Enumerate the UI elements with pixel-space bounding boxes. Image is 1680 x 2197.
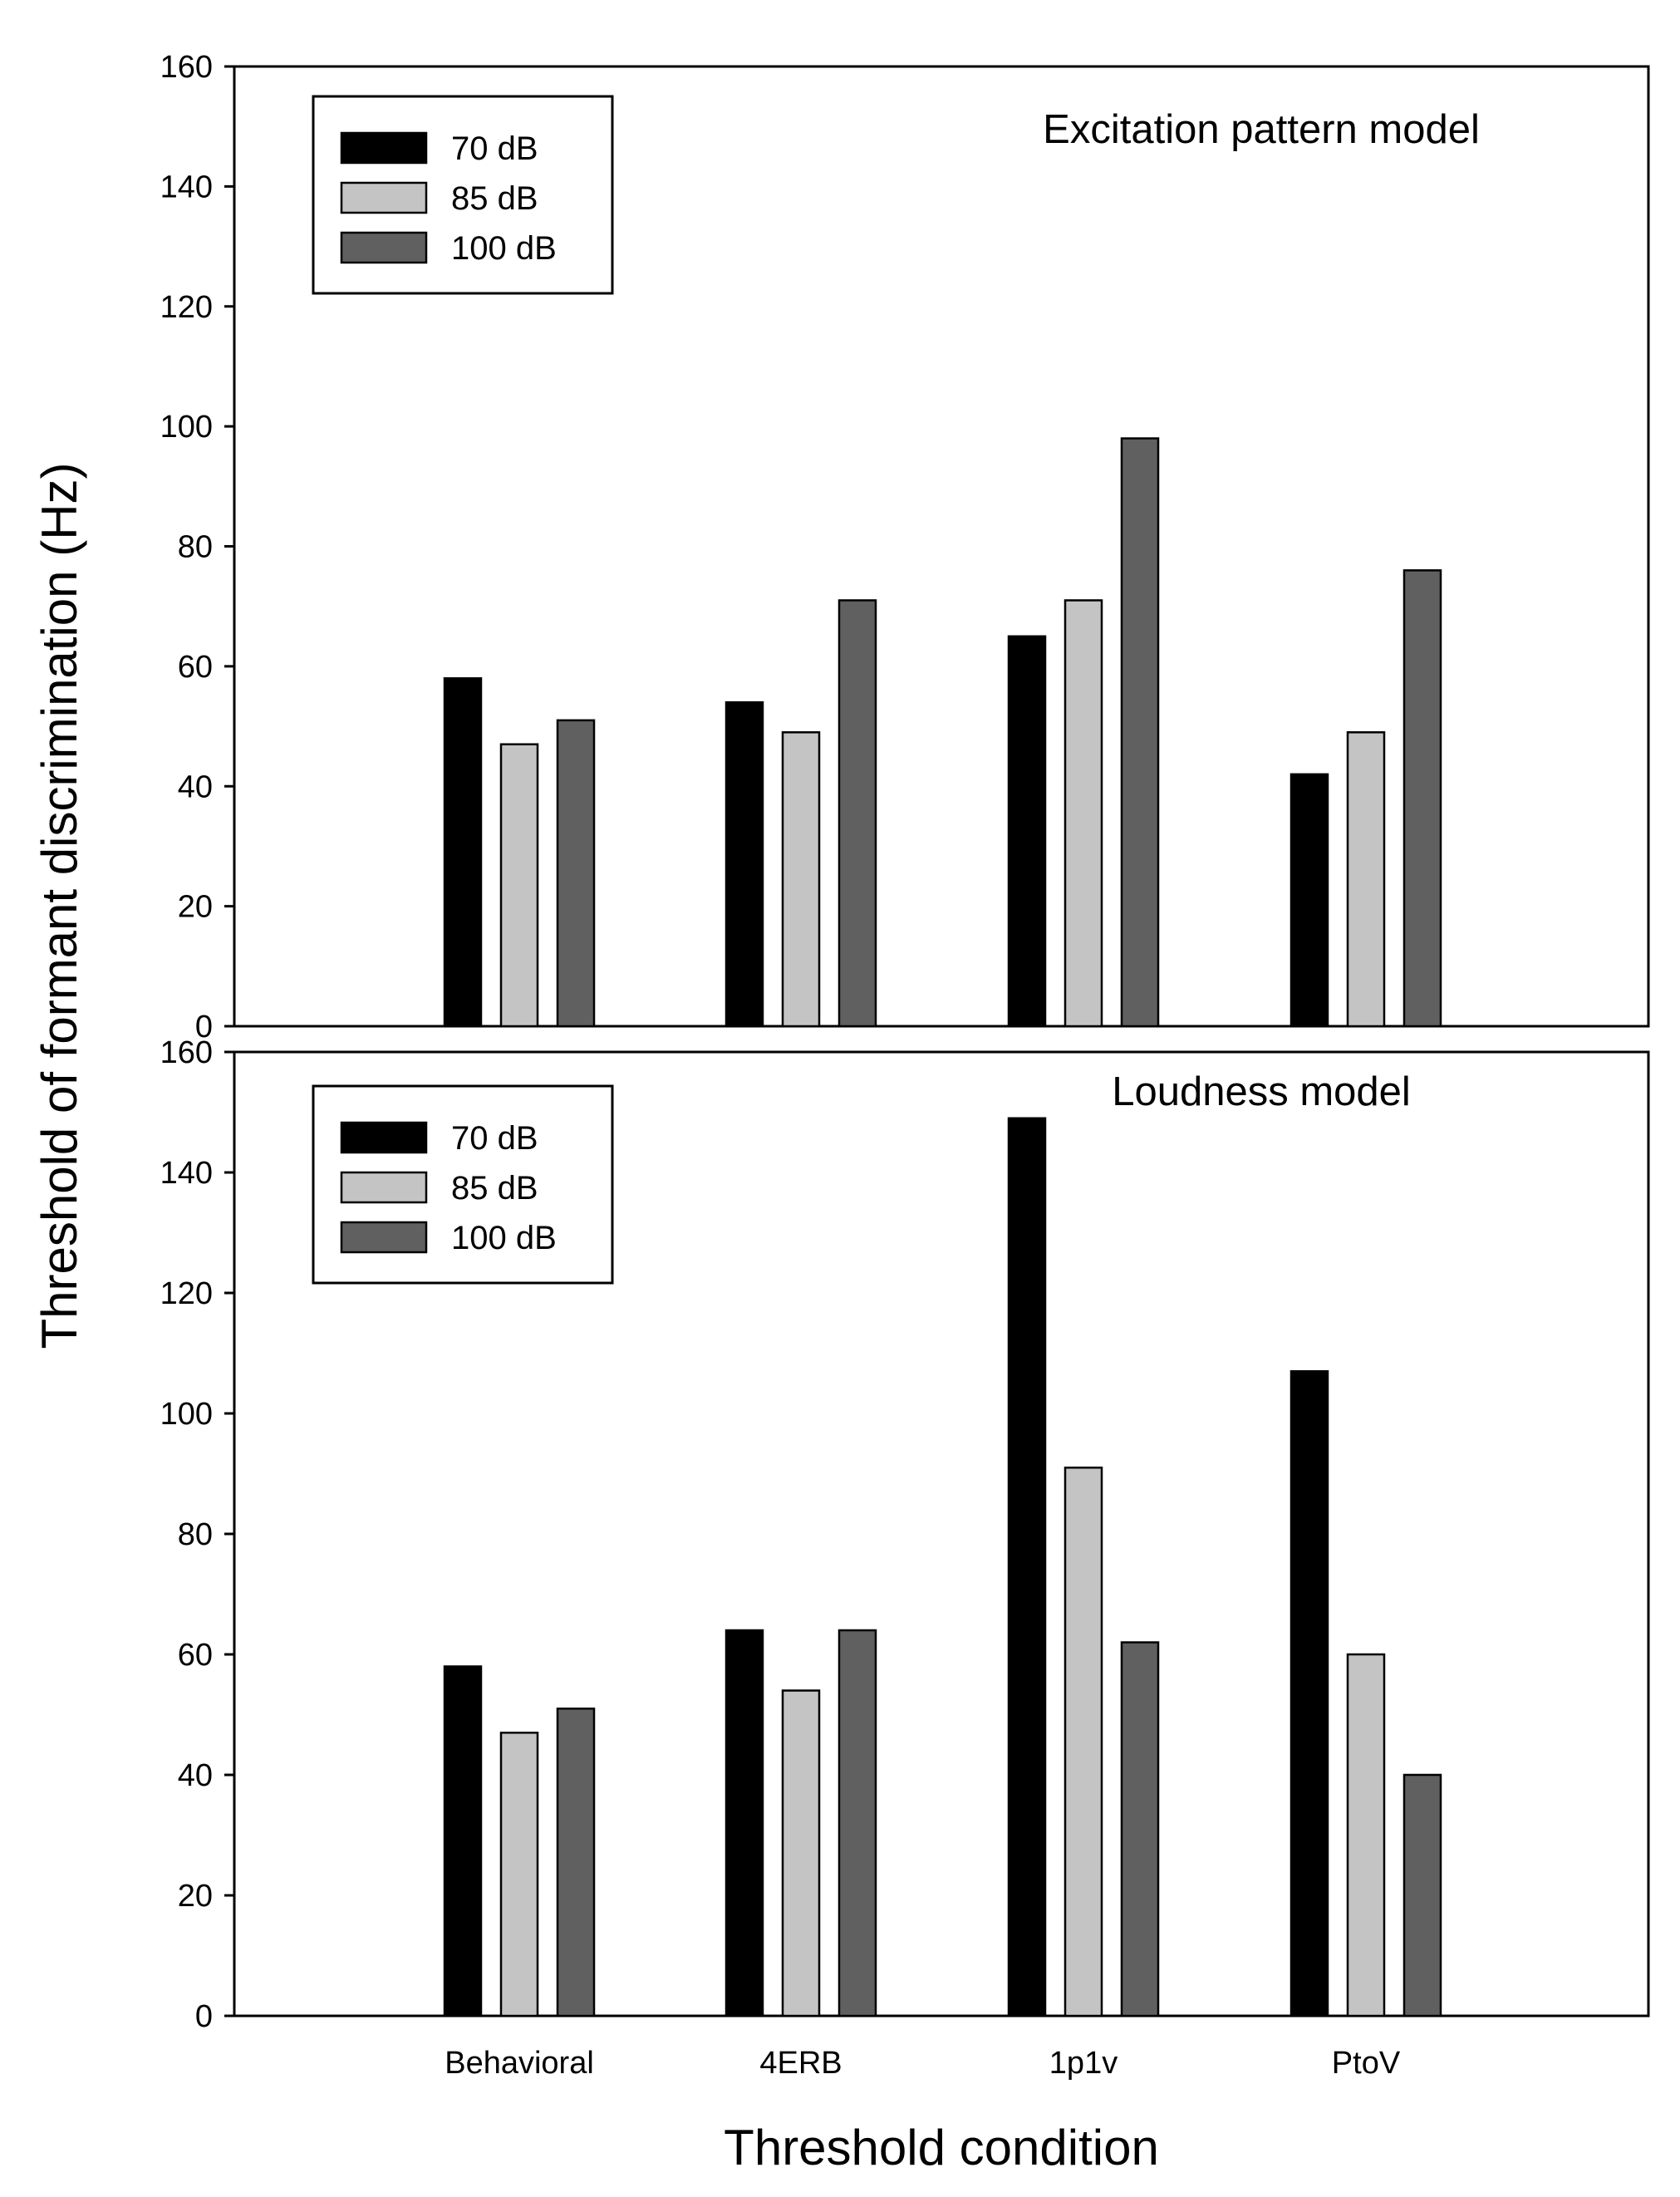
y-tick-label: 120 — [160, 1276, 213, 1311]
legend-swatch-100-db — [340, 1221, 428, 1254]
bar-ptov-100-db — [1402, 569, 1442, 1028]
legend-swatch-70-db — [340, 131, 428, 165]
legend-swatch-100-db — [340, 231, 428, 264]
bar-ptov-70-db — [1289, 1370, 1329, 2018]
y-tick-label: 0 — [195, 1999, 213, 2034]
y-tick-label: 40 — [178, 769, 213, 804]
bar-1p1v-70-db — [1007, 1117, 1047, 2018]
y-tick-label: 140 — [160, 170, 213, 204]
y-tick-label: 120 — [160, 290, 213, 325]
bar-behavioral-85-db — [499, 743, 539, 1028]
bar-ptov-85-db — [1346, 1653, 1386, 2018]
legend: 70 dB 85 dB 100 dB — [312, 1084, 614, 1285]
x-tick-label-1p1v: 1p1v — [1049, 2046, 1118, 2081]
legend-label-85-db: 85 dB — [451, 1170, 538, 1207]
bar-behavioral-85-db — [499, 1732, 539, 2018]
bar-4erb-70-db — [725, 700, 764, 1028]
category-labels: Behavioral 4ERB 1p1v PtoV — [445, 2046, 1401, 2081]
legend-label-100-db: 100 dB — [451, 230, 557, 267]
legend: 70 dB 85 dB 100 dB — [312, 95, 614, 295]
bar-4erb-100-db — [838, 1629, 877, 2018]
legend-label-100-db: 100 dB — [451, 1220, 557, 1256]
bar-4erb-85-db — [781, 731, 821, 1028]
y-tick-label: 60 — [178, 1638, 213, 1673]
bar-ptov-100-db — [1402, 1773, 1442, 2018]
x-axis-title: Threshold condition — [724, 2120, 1159, 2175]
bar-4erb-85-db — [781, 1689, 821, 2018]
legend-swatch-85-db — [340, 1171, 428, 1204]
y-tick-label: 140 — [160, 1156, 213, 1191]
legend-label-70-db: 70 dB — [451, 130, 538, 167]
bar-behavioral-70-db — [443, 677, 483, 1028]
bar-4erb-70-db — [725, 1629, 764, 2018]
bar-1p1v-100-db — [1120, 437, 1160, 1028]
bar-1p1v-100-db — [1120, 1641, 1160, 2018]
bar-1p1v-85-db — [1064, 1467, 1103, 2018]
panel-excitation: 0 20 40 60 80 100 120 140 160 Excitation pattern … — [160, 50, 1650, 1044]
y-tick-label: 0 — [195, 1010, 213, 1044]
bar-behavioral-100-db — [556, 719, 596, 1028]
y-tick-label: 60 — [178, 650, 213, 685]
y-tick-label: 20 — [178, 1879, 213, 1914]
bar-1p1v-85-db — [1064, 599, 1103, 1028]
y-tick-label: 160 — [160, 1035, 213, 1070]
y-tick-label: 40 — [178, 1758, 213, 1793]
y-tick-label: 80 — [178, 530, 213, 565]
x-tick-label-ptov: PtoV — [1332, 2046, 1401, 2081]
bar-ptov-70-db — [1289, 773, 1329, 1028]
legend-label-70-db: 70 dB — [451, 1120, 538, 1157]
y-tick-label: 160 — [160, 50, 213, 85]
panel-loudness: 0 20 40 60 80 100 120 140 160 Loudness model 70 dB… — [160, 1035, 1650, 2034]
y-tick-label: 20 — [178, 890, 213, 925]
bar-behavioral-70-db — [443, 1665, 483, 2018]
y-tick-label: 100 — [160, 410, 213, 445]
y-axis-title: Threshold of formant discrimination (Hz) — [32, 462, 87, 1349]
panel-title: Excitation pattern model — [1043, 107, 1480, 152]
x-tick-label-behavioral: Behavioral — [445, 2046, 594, 2081]
bar-ptov-85-db — [1346, 731, 1386, 1028]
legend-swatch-70-db — [340, 1121, 428, 1154]
legend-label-85-db: 85 dB — [451, 180, 538, 217]
y-tick-label: 100 — [160, 1397, 213, 1432]
x-tick-label-4erb: 4ERB — [759, 2046, 842, 2081]
panel-title: Loudness model — [1112, 1069, 1411, 1114]
bar-behavioral-100-db — [556, 1708, 596, 2018]
bar-4erb-100-db — [838, 599, 877, 1028]
legend-swatch-85-db — [340, 181, 428, 214]
y-tick-label: 80 — [178, 1517, 213, 1552]
bar-1p1v-70-db — [1007, 635, 1047, 1028]
